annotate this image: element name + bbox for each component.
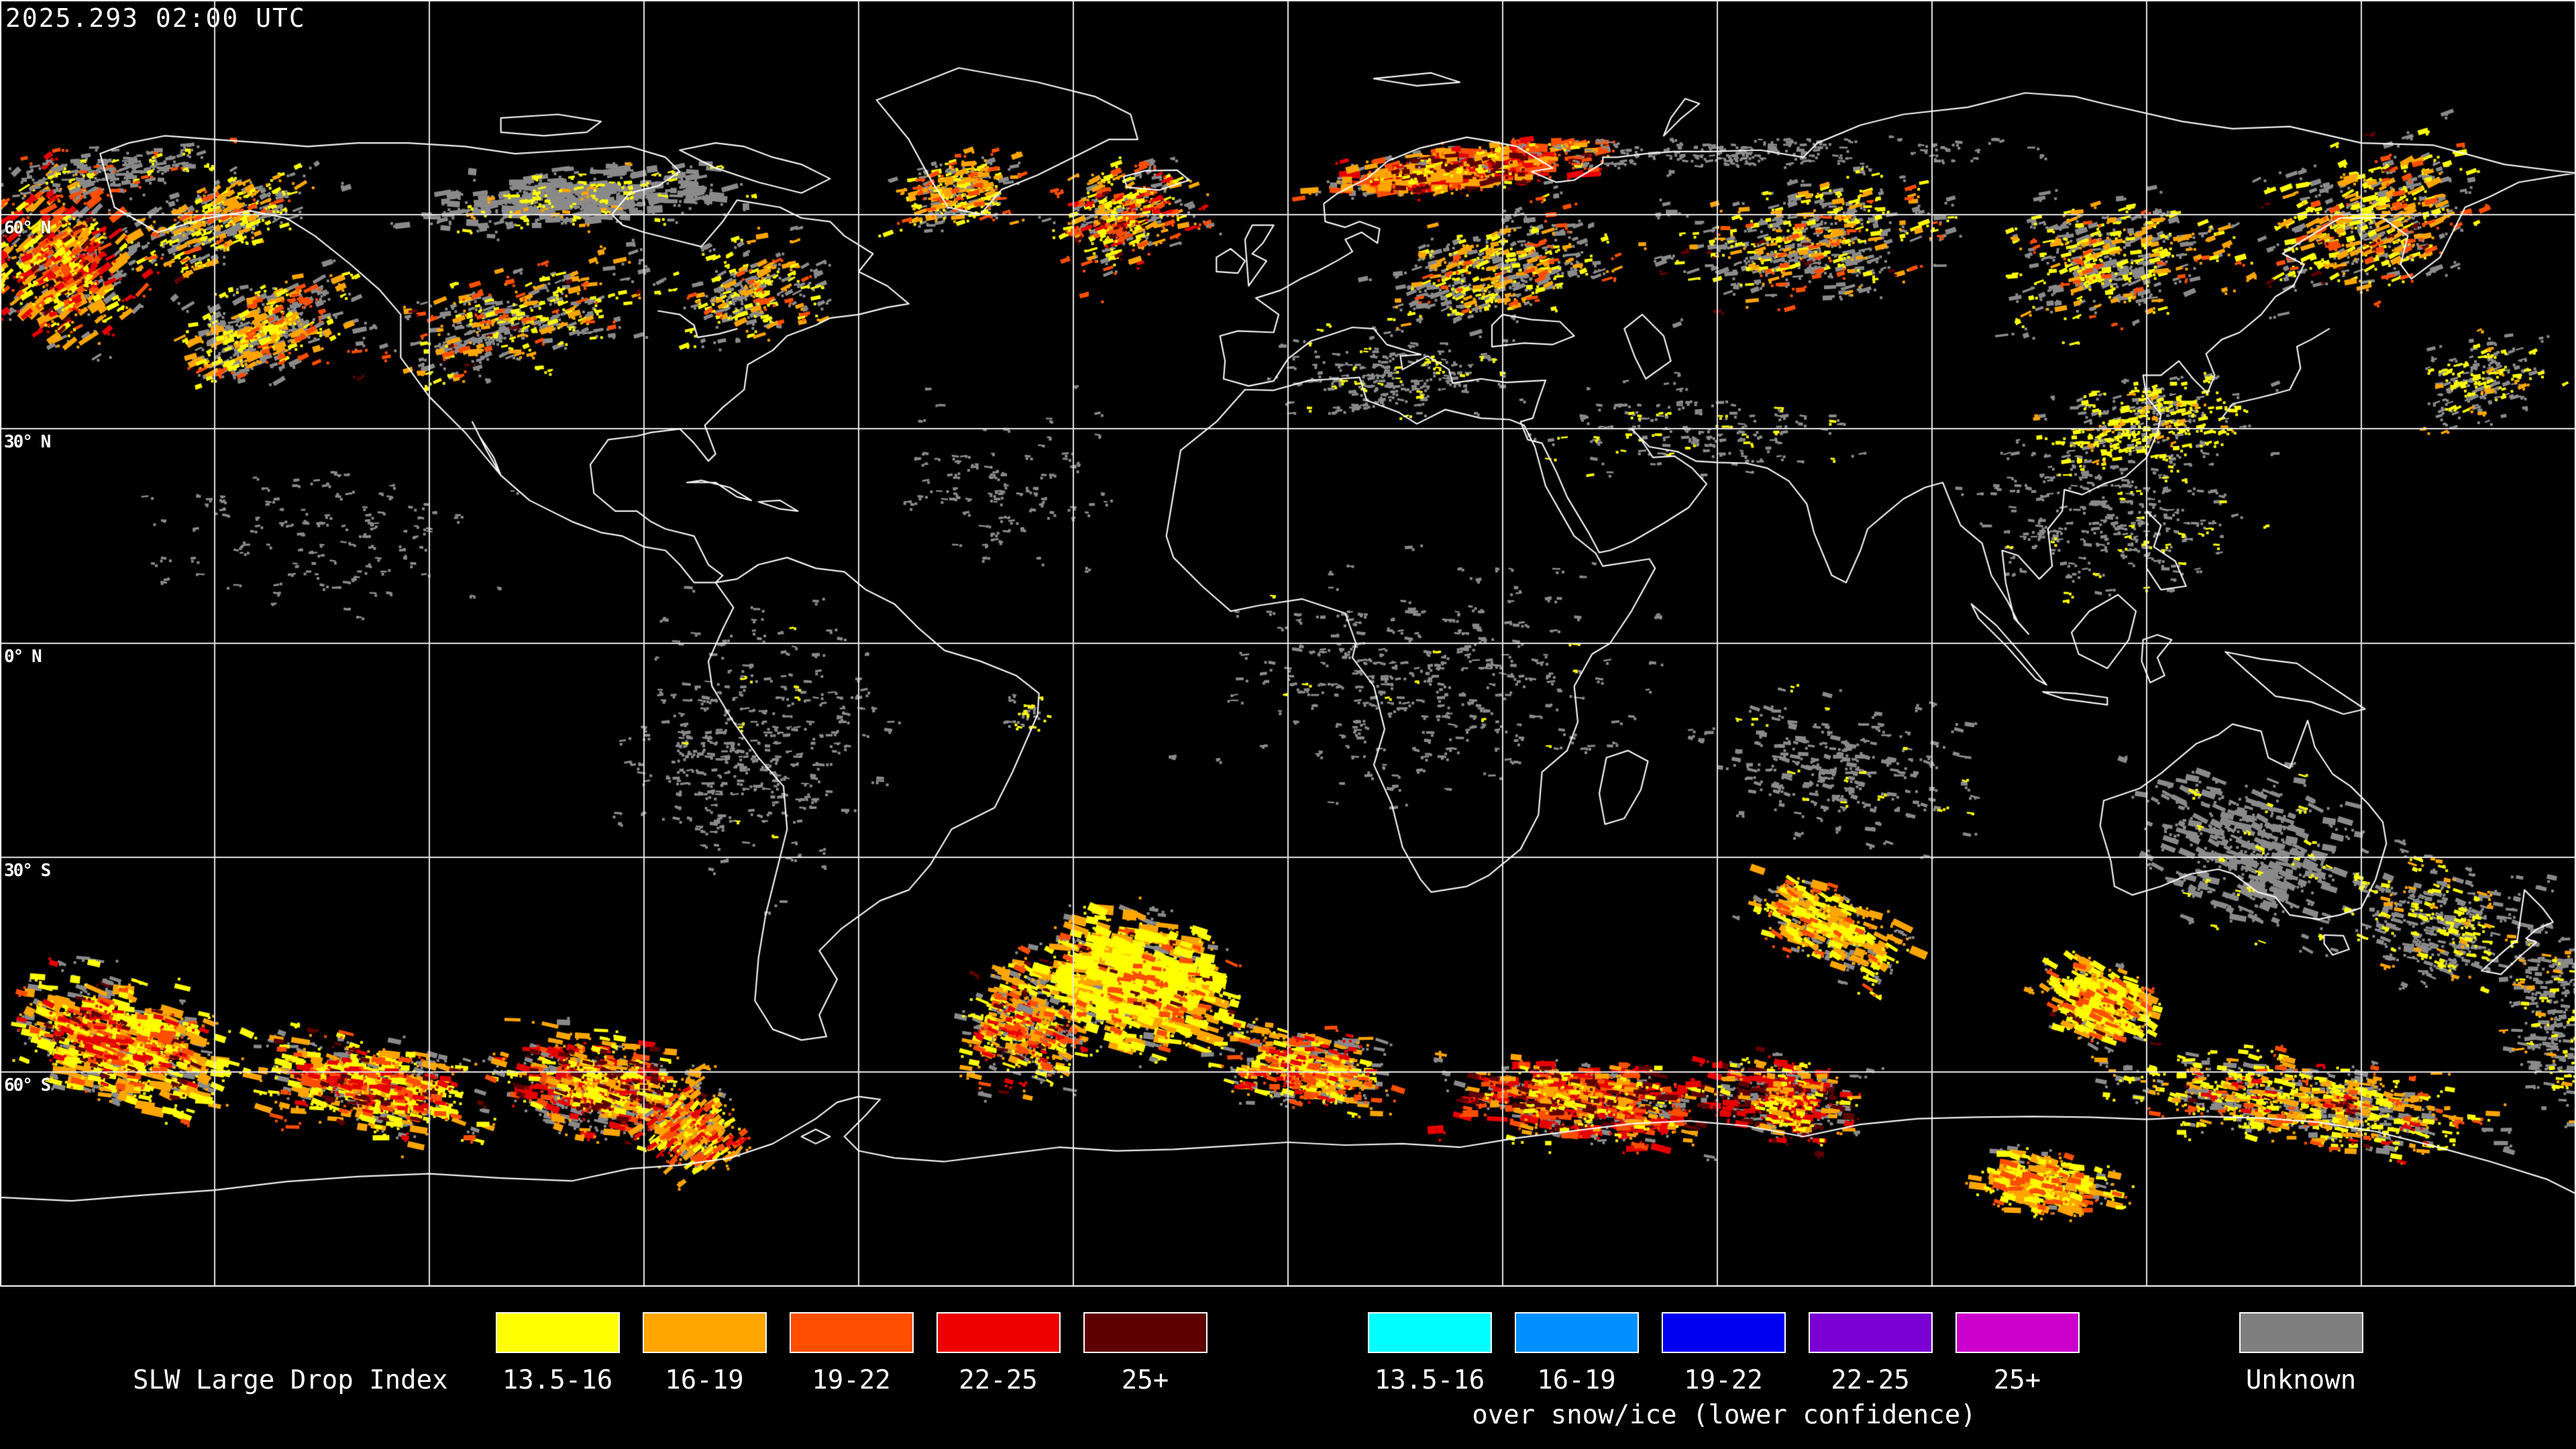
lat-label: 30° S <box>4 861 51 881</box>
legend-swatch-std-2 <box>790 1312 914 1353</box>
lat-label: 30° N <box>4 432 51 452</box>
legend-swatch-ice-2 <box>1662 1312 1786 1353</box>
lat-label: 60° N <box>4 218 51 238</box>
legend-subtitle: over snow/ice (lower confidence) <box>1472 1400 1976 1430</box>
legend-label-std-1: 16-19 <box>665 1365 744 1395</box>
legend-label-ice-4: 25+ <box>1993 1365 2041 1395</box>
legend-label-std-2: 19-22 <box>812 1365 891 1395</box>
legend-title: SLW Large Drop Index <box>133 1365 448 1395</box>
legend-swatch-unknown <box>2239 1312 2363 1353</box>
world-map-canvas <box>0 0 2576 1287</box>
lat-label: 0° N <box>4 647 42 667</box>
legend-swatch-ice-1 <box>1515 1312 1639 1353</box>
legend-label-ice-1: 16-19 <box>1537 1365 1616 1395</box>
legend-label-std-0: 13.5-16 <box>502 1365 613 1395</box>
legend-swatch-std-1 <box>643 1312 767 1353</box>
legend-label-unknown: Unknown <box>2245 1365 2357 1395</box>
legend-swatch-std-0 <box>496 1312 620 1353</box>
legend-label-ice-0: 13.5-16 <box>1374 1365 1485 1395</box>
legend-label-ice-3: 22-25 <box>1831 1365 1910 1395</box>
lat-label: 60° S <box>4 1075 51 1095</box>
legend-swatch-std-3 <box>936 1312 1061 1353</box>
legend-swatch-std-4 <box>1083 1312 1208 1353</box>
legend-label-std-4: 25+ <box>1121 1365 1169 1395</box>
legend-label-std-3: 22-25 <box>959 1365 1038 1395</box>
legend: SLW Large Drop Index 13.5-16 16-19 19-22 22… <box>0 1287 2576 1449</box>
legend-swatch-ice-0 <box>1368 1312 1492 1353</box>
legend-swatch-ice-3 <box>1809 1312 1933 1353</box>
legend-label-ice-2: 19-22 <box>1684 1365 1763 1395</box>
legend-swatch-ice-4 <box>1955 1312 2080 1353</box>
timestamp: 2025.293 02:00 UTC <box>5 3 306 33</box>
